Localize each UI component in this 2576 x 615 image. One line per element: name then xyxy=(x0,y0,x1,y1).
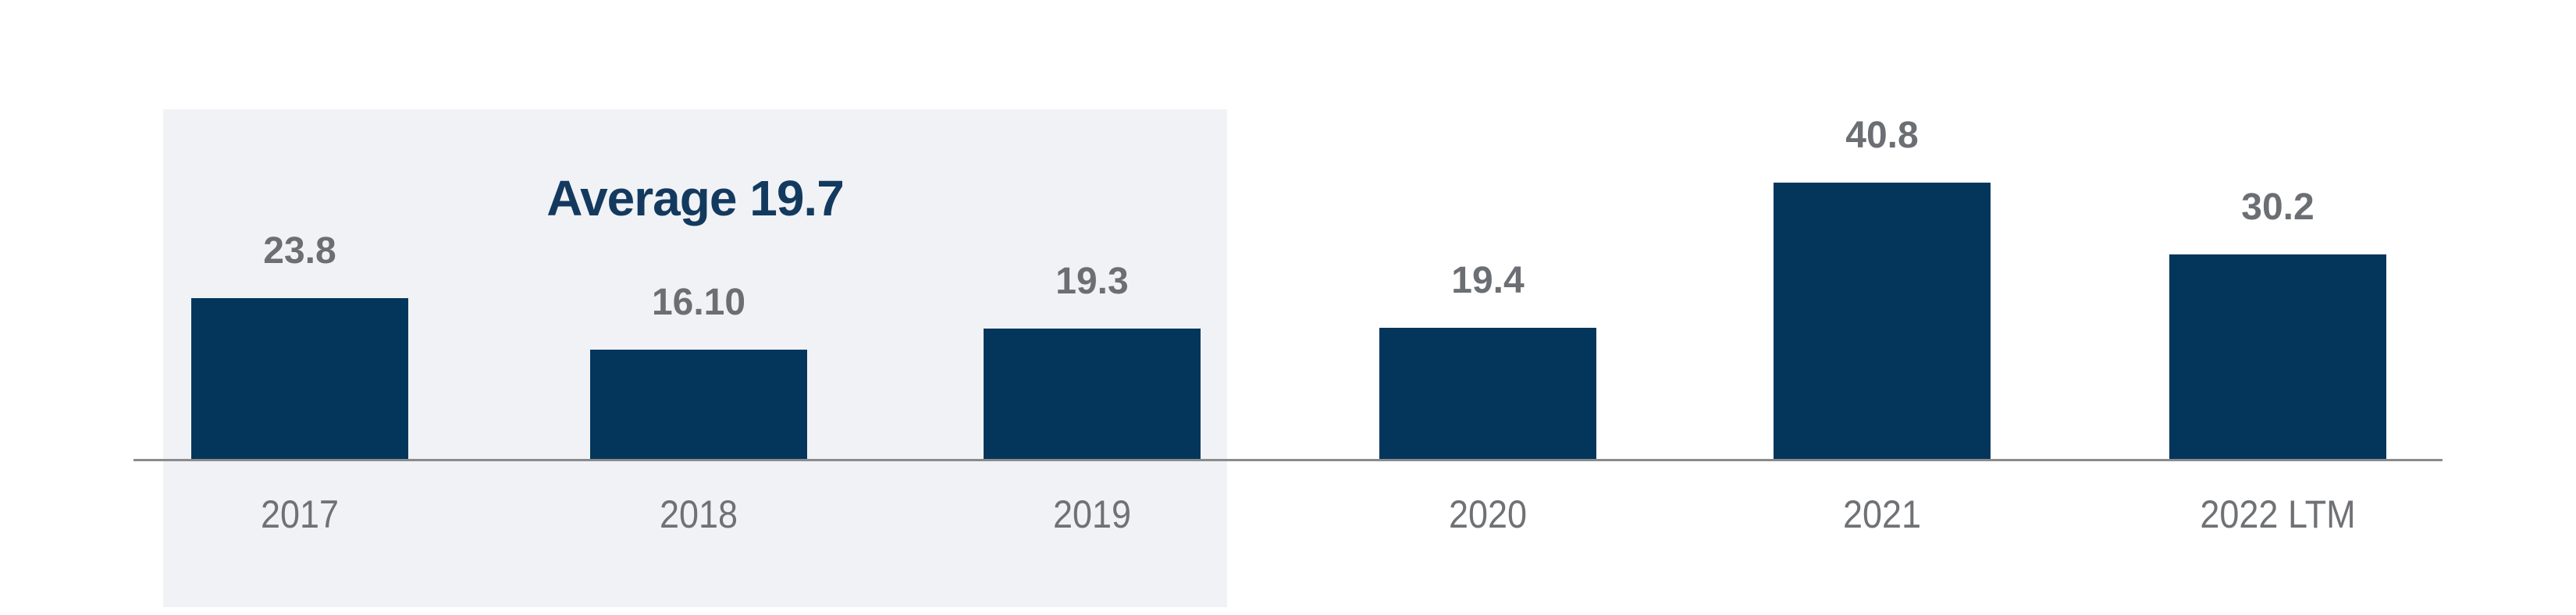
value-label-2017: 23.8 xyxy=(263,230,336,272)
value-label-2018: 16.10 xyxy=(651,282,746,323)
axis-label-2018: 2018 xyxy=(659,492,738,536)
bar-2019 xyxy=(984,329,1201,459)
bar-group-2017: 23.8 2017 xyxy=(191,0,408,615)
x-axis-line xyxy=(133,459,2443,461)
value-label-2021: 40.8 xyxy=(1845,115,1919,156)
axis-label-2019: 2019 xyxy=(1052,492,1132,536)
value-label-2022-ltm: 30.2 xyxy=(2241,187,2314,228)
axis-label-2021: 2021 xyxy=(1842,492,1922,536)
bar-2017 xyxy=(191,298,408,459)
bar-2021 xyxy=(1774,183,1991,459)
value-label-2019: 19.3 xyxy=(1055,261,1129,302)
axis-label-2020: 2020 xyxy=(1448,492,1528,536)
bar-group-2018: 16.10 2018 xyxy=(590,0,807,615)
bar-2022-ltm xyxy=(2169,254,2386,459)
bar-group-2019: 19.3 2019 xyxy=(984,0,1201,615)
axis-label-2017: 2017 xyxy=(260,492,340,536)
value-label-2020: 19.4 xyxy=(1451,260,1525,301)
bar-2020 xyxy=(1379,328,1596,459)
bar-group-2022-ltm: 30.2 2022 LTM xyxy=(2169,0,2386,615)
bar-group-2021: 40.8 2021 xyxy=(1774,0,1991,615)
average-annotation: Average 19.7 xyxy=(546,170,845,226)
axis-label-2022-ltm: 2022 LTM xyxy=(2200,492,2356,536)
bar-group-2020: 19.4 2020 xyxy=(1379,0,1596,615)
bar-2018 xyxy=(590,350,807,459)
